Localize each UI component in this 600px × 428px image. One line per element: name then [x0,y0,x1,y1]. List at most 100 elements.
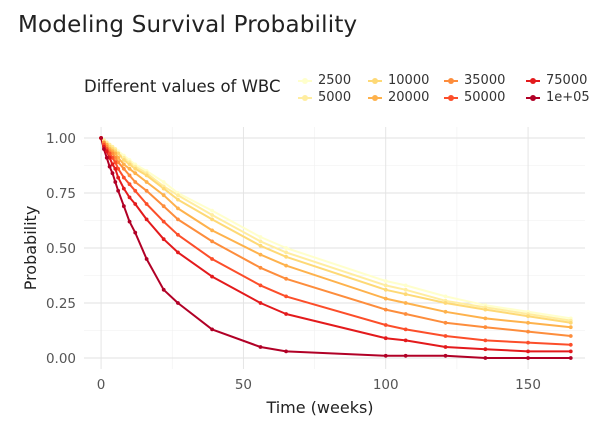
data-point [127,219,132,224]
data-point [483,325,488,330]
y-tick-label: 0.25 [46,296,76,312]
data-point [127,173,132,178]
data-point [113,160,118,165]
legend-swatch [444,76,458,86]
data-point [161,287,166,292]
data-point [113,180,118,184]
data-point [383,307,388,312]
data-point [383,323,388,327]
data-point [568,320,573,325]
x-tick-label: 100 [373,377,399,393]
data-point [107,164,112,169]
data-point [403,292,408,297]
data-point [443,345,448,349]
data-point [161,237,166,242]
data-point [127,182,132,187]
data-point [144,173,149,178]
data-point [113,151,118,156]
data-point [210,239,214,244]
legend-item: 20000 [368,89,444,106]
data-point [121,204,126,209]
legend-item: 10000 [368,72,444,89]
data-point [526,320,530,325]
data-point [161,219,166,224]
data-point [107,151,112,156]
data-point [526,314,530,319]
legend-label: 20000 [388,90,430,105]
y-tick-label: 1.00 [46,131,76,147]
data-point [210,208,214,213]
data-point [116,175,121,180]
data-point [161,204,166,209]
data-point [102,147,106,151]
data-point [176,206,180,211]
data-point [161,180,166,184]
legend-item: 1e+05 [526,89,596,106]
data-point [284,246,289,250]
chart-title: Modeling Survival Probability [18,12,358,38]
legend-label: 2500 [318,73,352,88]
legend-item: 50000 [444,89,526,106]
data-point [121,166,126,171]
data-point [116,155,121,160]
data-point [526,340,530,345]
data-point [121,162,126,167]
data-point [210,327,214,332]
data-point [133,202,138,206]
data-point [144,202,149,206]
data-point [284,254,289,259]
legend-label: 1e+05 [546,90,590,105]
legend-label: 10000 [388,73,430,88]
data-point [284,276,289,281]
data-point [483,347,488,352]
data-point [526,349,530,354]
data-point [258,283,263,288]
data-point [210,257,214,261]
data-point [258,252,263,257]
data-point [161,193,166,198]
data-point [383,287,388,292]
data-point [258,265,263,270]
series-line-7 [100,137,571,359]
data-point [176,197,180,202]
data-point [483,356,488,360]
legend-title: Different values of WBC [84,77,281,96]
data-point [133,166,138,171]
data-point [176,250,180,255]
data-point [568,356,573,360]
data-point [403,287,408,292]
data-point [403,327,408,332]
y-tick-label: 0.50 [46,241,76,257]
data-point [133,230,138,235]
data-point [383,336,388,341]
data-point [443,353,448,358]
legend-label: 50000 [464,90,506,105]
data-point [210,213,214,217]
data-point [526,356,530,360]
data-point [176,232,180,237]
legend-swatch [368,93,382,103]
data-point [107,155,112,160]
data-point [127,195,132,200]
y-tick-label: 0.75 [46,186,76,202]
data-point [258,239,263,244]
x-tick-labels: 0 50 100 150 [97,377,541,393]
data-point [383,279,388,283]
data-point [116,151,121,156]
legend-swatch [368,76,382,86]
data-point [176,193,180,198]
y-axis-label: Probability [21,206,40,291]
data-point [104,149,109,154]
data-point [284,349,289,354]
data-point [483,338,488,343]
data-point [258,235,263,239]
data-point [383,283,388,288]
data-point [110,171,115,176]
data-point [403,353,408,358]
data-point [110,162,115,167]
x-tick-label: 150 [515,377,541,393]
legend: 2500 10000 35000 75000 5000 20000 50000 1e+05 [298,72,596,106]
data-point [403,301,408,305]
y-tick-label: 0.00 [46,351,76,367]
